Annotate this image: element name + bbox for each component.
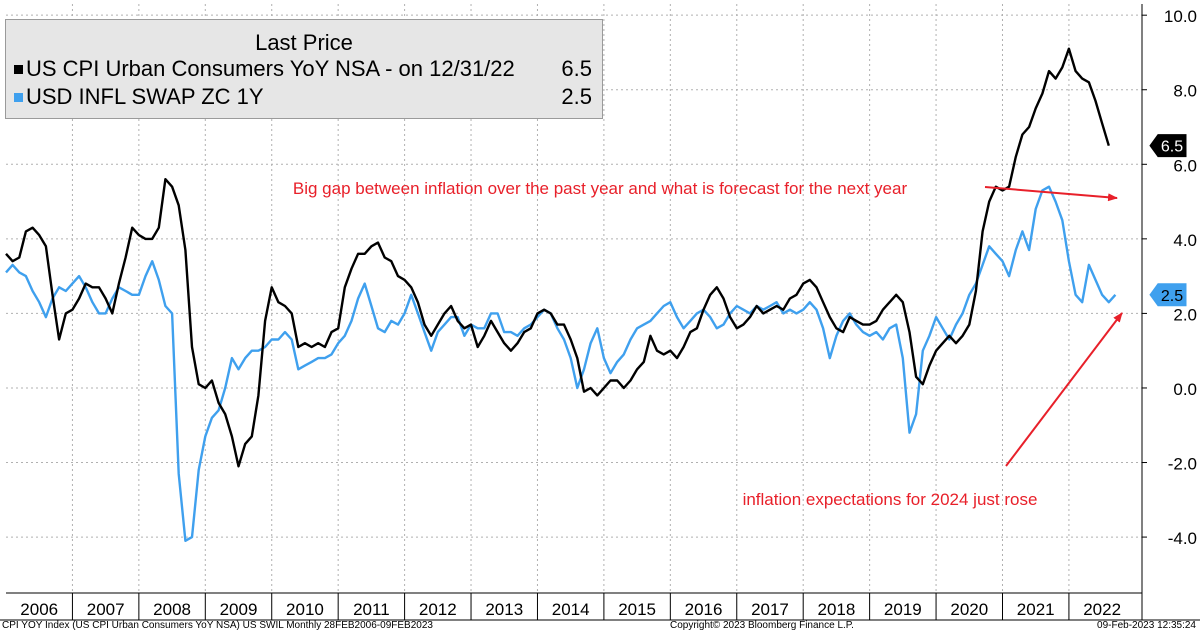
y-tick-label: 0.0 <box>1173 380 1197 399</box>
annotation-gap-text: Big gap between inflation over the past … <box>293 179 908 198</box>
annotations: Big gap between inflation over the past … <box>293 179 1123 509</box>
series-lines <box>5 47 1117 542</box>
annotation-expectations-text: inflation expectations for 2024 just ros… <box>743 490 1038 509</box>
x-tick-label: 2007 <box>87 600 125 619</box>
y-tick-label: -2.0 <box>1168 455 1197 474</box>
legend-box: Last Price US CPI Urban Consumers YoY NS… <box>5 19 603 119</box>
last-label-swap: 2.5 <box>1149 283 1187 307</box>
x-tick-label: 2012 <box>419 600 457 619</box>
last-label-cpi-shape <box>1149 134 1187 158</box>
footer-timestamp: 09-Feb-2023 12:35:24 <box>1097 620 1196 631</box>
y-tick-label: 8.0 <box>1173 82 1197 101</box>
legend-entry-cpi: US CPI Urban Consumers YoY NSA - on 12/3… <box>14 56 592 82</box>
x-tick-label: 2008 <box>153 600 191 619</box>
legend-label-swap: USD INFL SWAP ZC 1Y <box>26 84 264 109</box>
legend-value-swap: 2.5 <box>561 84 592 109</box>
x-tick-label: 2014 <box>552 600 590 619</box>
x-tick-label: 2016 <box>685 600 723 619</box>
x-tick-label: 2021 <box>1017 600 1055 619</box>
x-tick-label: 2017 <box>751 600 789 619</box>
x-tick-label: 2013 <box>485 600 523 619</box>
annotation-expectations-arrow <box>1005 312 1123 467</box>
axes: 10.0 8.0 6.0 4.0 2.0 0.0 -2.0 -4.0 2006 2007 2008 2… <box>0 4 1200 621</box>
legend-swatch-cpi <box>14 64 23 74</box>
legend-value-cpi: 6.5 <box>561 56 592 81</box>
gridlines <box>6 4 1142 593</box>
x-tick-label: 2020 <box>950 600 988 619</box>
x-tick-label: 2011 <box>353 600 390 619</box>
y-tick-label: 6.0 <box>1173 156 1197 175</box>
series-line-cpi <box>5 47 1110 468</box>
last-label-swap-shape <box>1149 283 1187 307</box>
series-line-swap <box>5 185 1117 542</box>
y-tick-label: 10.0 <box>1164 7 1197 26</box>
y-tick-label: 2.0 <box>1173 305 1197 324</box>
x-tick-label: 2015 <box>618 600 656 619</box>
y-tick-label: 4.0 <box>1173 231 1197 250</box>
x-tick-label: 2010 <box>286 600 324 619</box>
legend-label-cpi: US CPI Urban Consumers YoY NSA - on 12/3… <box>26 56 515 81</box>
x-tick-label: 2019 <box>884 600 922 619</box>
last-label-swap-text: 2.5 <box>1161 288 1183 305</box>
x-tick-label: 2022 <box>1083 600 1121 619</box>
last-price-labels: 6.5 2.5 <box>1149 134 1187 307</box>
legend-swatch-swap <box>14 92 23 102</box>
last-label-cpi-text: 6.5 <box>1161 139 1183 156</box>
legend-entry-swap: USD INFL SWAP ZC 1Y 2.5 <box>14 84 592 110</box>
x-tick-label: 2006 <box>20 600 58 619</box>
legend-title: Last Price <box>255 30 353 55</box>
annotation-gap-arrow <box>984 186 1118 202</box>
footer-source: CPI YOY Index (US CPI Urban Consumers Yo… <box>2 620 433 631</box>
y-tick-label: -4.0 <box>1168 529 1197 548</box>
x-tick-label: 2018 <box>817 600 855 619</box>
x-tick-label: 2009 <box>220 600 258 619</box>
footer-copyright: Copyright© 2023 Bloomberg Finance L.P. <box>670 620 854 631</box>
last-label-cpi: 6.5 <box>1149 134 1187 158</box>
